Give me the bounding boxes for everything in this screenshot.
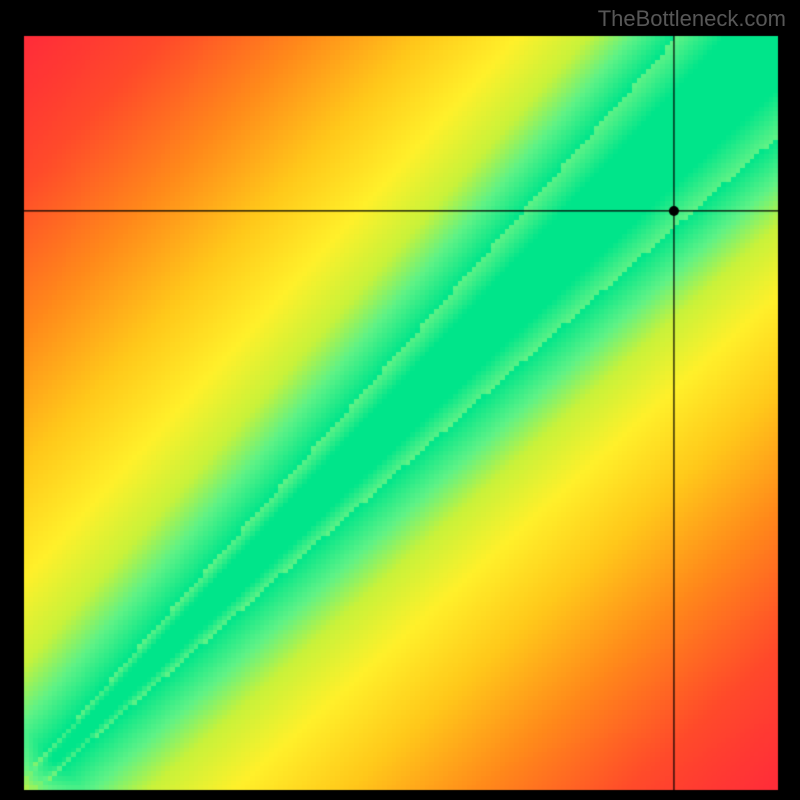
heatmap-canvas (0, 0, 800, 800)
chart-container: TheBottleneck.com (0, 0, 800, 800)
watermark-text: TheBottleneck.com (598, 6, 786, 32)
